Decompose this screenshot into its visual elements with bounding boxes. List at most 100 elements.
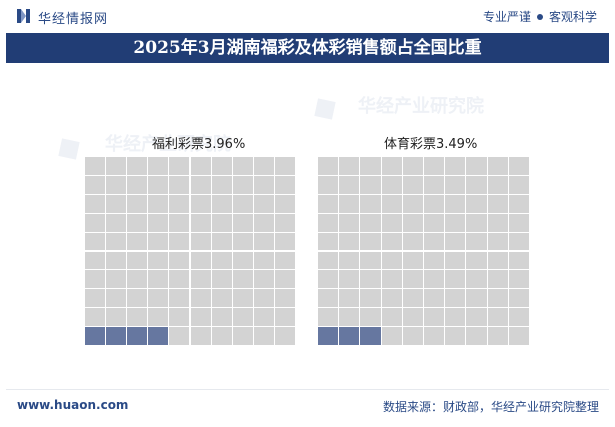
waffle-cell-empty bbox=[148, 213, 169, 232]
waffle-cell-empty bbox=[190, 157, 211, 175]
waffle-cell-empty bbox=[232, 327, 253, 345]
waffle-cell-empty bbox=[339, 213, 360, 232]
waffle-cell-empty bbox=[211, 157, 232, 175]
waffle-cell-empty bbox=[169, 251, 190, 270]
waffle-cell-empty bbox=[106, 308, 127, 327]
waffle-cell-empty bbox=[381, 270, 402, 289]
waffle-cell-empty bbox=[402, 194, 423, 213]
waffle-cell-empty bbox=[253, 289, 274, 308]
waffle-cell-empty bbox=[381, 232, 402, 251]
waffle-cell-empty bbox=[127, 251, 148, 270]
waffle-cell-empty bbox=[402, 175, 423, 194]
waffle-cell-empty bbox=[402, 251, 423, 270]
waffle-cell-empty bbox=[274, 270, 295, 289]
waffle-cell-empty bbox=[508, 251, 529, 270]
waffle-cell-empty bbox=[466, 175, 487, 194]
dot-separator-icon bbox=[536, 13, 543, 20]
waffle-cell-empty bbox=[274, 175, 295, 194]
waffle-cell-empty bbox=[424, 175, 445, 194]
waffle-cell-empty bbox=[339, 251, 360, 270]
waffle-cell-empty bbox=[445, 194, 466, 213]
waffle-cell-empty bbox=[381, 213, 402, 232]
waffle-cell-empty bbox=[445, 308, 466, 327]
waffle-cell-empty bbox=[445, 157, 466, 175]
waffle-cell-empty bbox=[148, 251, 169, 270]
waffle-cell-empty bbox=[211, 289, 232, 308]
waffle-cell-empty bbox=[318, 251, 339, 270]
waffle-cell-empty bbox=[232, 213, 253, 232]
waffle-cell-empty bbox=[487, 289, 508, 308]
waffle-cell-empty bbox=[253, 232, 274, 251]
waffle-cell-empty bbox=[339, 194, 360, 213]
waffle-cell-empty bbox=[106, 157, 127, 175]
waffle-cell-empty bbox=[381, 194, 402, 213]
waffle-cell-empty bbox=[274, 232, 295, 251]
waffle-cell-empty bbox=[169, 270, 190, 289]
waffle-cell-filled bbox=[339, 327, 360, 345]
waffle-cell-filled bbox=[106, 327, 127, 345]
waffle-cell-empty bbox=[360, 175, 381, 194]
waffle-cell-empty bbox=[190, 289, 211, 308]
waffle-cell-empty bbox=[424, 327, 445, 345]
waffle-cell-empty bbox=[381, 327, 402, 345]
waffle-cell-empty bbox=[360, 232, 381, 251]
waffle-cell-empty bbox=[85, 251, 106, 270]
tag-professional: 专业严谨 bbox=[482, 10, 531, 24]
waffle-cell-empty bbox=[466, 289, 487, 308]
waffle-cell-empty bbox=[85, 308, 106, 327]
waffle-cell-empty bbox=[85, 289, 106, 308]
waffle-cell-empty bbox=[487, 157, 508, 175]
brand-logo-icon bbox=[17, 9, 30, 23]
waffle-cell-empty bbox=[232, 308, 253, 327]
tag-objective: 客观科学 bbox=[548, 10, 597, 24]
waffle-cell-empty bbox=[402, 213, 423, 232]
waffle-cell-empty bbox=[148, 157, 169, 175]
waffle-cell-empty bbox=[381, 251, 402, 270]
waffle-cell-empty bbox=[445, 270, 466, 289]
waffle-cell-empty bbox=[466, 308, 487, 327]
waffle-cell-empty bbox=[318, 308, 339, 327]
waffle-cell-empty bbox=[127, 213, 148, 232]
waffle-cell-empty bbox=[232, 251, 253, 270]
waffle-cell-empty bbox=[508, 232, 529, 251]
waffle-cell-empty bbox=[360, 289, 381, 308]
watermark-text: 华经产业研究院 bbox=[358, 96, 484, 117]
waffle-cell-empty bbox=[318, 194, 339, 213]
waffle-cell-empty bbox=[402, 289, 423, 308]
brand-name[interactable]: 华经情报网 bbox=[38, 12, 109, 27]
waffle-cell-empty bbox=[424, 232, 445, 251]
waffle-cell-empty bbox=[487, 270, 508, 289]
waffle-cell-empty bbox=[487, 175, 508, 194]
waffle-cell-empty bbox=[127, 175, 148, 194]
waffle-cell-empty bbox=[339, 157, 360, 175]
waffle-cell-empty bbox=[253, 157, 274, 175]
waffle-cell-empty bbox=[318, 213, 339, 232]
top-bar: 华经情报网 专业严谨 客观科学 bbox=[0, 0, 615, 32]
waffle-cell-empty bbox=[445, 327, 466, 345]
waffle-cell-empty bbox=[318, 289, 339, 308]
waffle-cell-empty bbox=[487, 194, 508, 213]
waffle-cell-empty bbox=[169, 327, 190, 345]
waffle-cell-empty bbox=[169, 308, 190, 327]
waffle-cell-empty bbox=[360, 270, 381, 289]
waffle-cell-empty bbox=[106, 213, 127, 232]
waffle-cell-empty bbox=[445, 251, 466, 270]
waffle-cell-empty bbox=[190, 327, 211, 345]
chart-title: 2025年3月湖南福彩及体彩销售额占全国比重 bbox=[133, 38, 482, 58]
waffle-cell-empty bbox=[508, 157, 529, 175]
waffle-cell-empty bbox=[360, 213, 381, 232]
waffle-cell-empty bbox=[445, 232, 466, 251]
footer-website-link[interactable]: www.huaon.com bbox=[17, 398, 129, 412]
waffle-cell-empty bbox=[211, 232, 232, 251]
waffle-cell-empty bbox=[318, 157, 339, 175]
waffle-cell-empty bbox=[424, 270, 445, 289]
waffle-cell-empty bbox=[424, 251, 445, 270]
waffle-cell-empty bbox=[339, 270, 360, 289]
waffle-cell-empty bbox=[232, 175, 253, 194]
brand-tags: 专业严谨 客观科学 bbox=[483, 8, 597, 25]
waffle-cell-empty bbox=[274, 251, 295, 270]
footer-source: 数据来源：财政部，华经产业研究院整理 bbox=[382, 400, 599, 414]
waffle-cell-empty bbox=[253, 327, 274, 345]
waffle-cell-empty bbox=[190, 251, 211, 270]
waffle-cell-empty bbox=[190, 213, 211, 232]
